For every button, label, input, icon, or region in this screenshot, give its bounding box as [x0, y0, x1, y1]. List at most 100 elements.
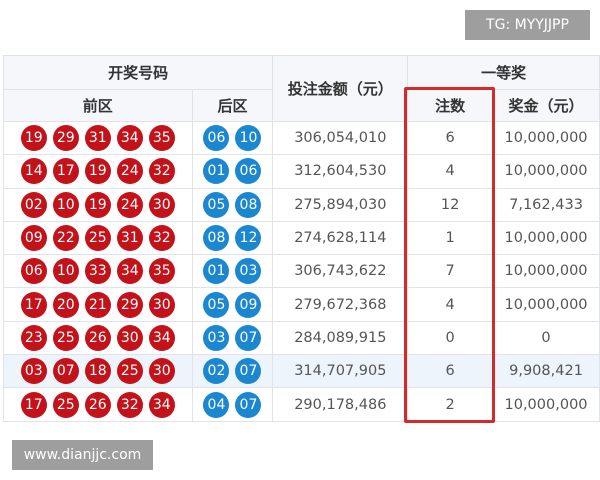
front-ball: 34 [148, 324, 175, 351]
back-ball: 04 [203, 391, 230, 418]
front-ball: 31 [84, 125, 111, 152]
front-ball: 21 [84, 291, 111, 318]
back-ball: 01 [203, 158, 230, 185]
front-ball: 10 [52, 258, 79, 285]
header-count: 注数 [407, 89, 494, 122]
front-ball: 32 [148, 225, 175, 252]
prize-amount: 10,000,000 [492, 254, 600, 289]
table-row: 19 29 31 34 35 06 10 306,054,010 6 10,000,000 [3, 120, 600, 156]
prize-amount: 10,000,000 [492, 154, 600, 189]
front-numbers: 14 17 19 24 32 [3, 154, 193, 189]
front-ball: 23 [20, 324, 47, 351]
back-numbers: 05 08 [191, 187, 274, 222]
front-ball: 25 [52, 324, 79, 351]
back-ball: 08 [235, 191, 262, 218]
prize-amount: 10,000,000 [492, 120, 600, 156]
sales-amount: 284,089,915 [272, 320, 409, 356]
back-ball: 07 [235, 358, 262, 385]
table-row: 02 10 19 24 30 05 08 275,894,030 12 7,162,433 [3, 187, 600, 222]
prize-amount: 10,000,000 [492, 287, 600, 322]
front-ball: 25 [52, 391, 79, 418]
front-ball: 29 [52, 125, 79, 152]
front-ball: 32 [116, 391, 143, 418]
back-numbers: 01 03 [191, 254, 274, 289]
prize-amount: 10,000,000 [492, 387, 600, 422]
front-ball: 29 [116, 291, 143, 318]
prize-amount: 10,000,000 [492, 220, 600, 256]
front-numbers: 09 22 25 31 32 [3, 220, 193, 256]
table-row: 17 25 26 32 34 04 07 290,178,486 2 10,000,000 [3, 387, 600, 422]
back-ball: 09 [235, 291, 262, 318]
table-row: 09 22 25 31 32 08 12 274,628,114 1 10,000,000 [3, 220, 600, 256]
winner-count: 4 [407, 154, 494, 189]
table-row: 17 20 21 29 30 05 09 279,672,368 4 10,000,000 [3, 287, 600, 322]
front-ball: 31 [116, 225, 143, 252]
front-ball: 35 [148, 258, 175, 285]
back-ball: 06 [203, 125, 230, 152]
front-ball: 03 [20, 358, 47, 385]
front-ball: 24 [116, 158, 143, 185]
front-numbers: 23 25 26 30 34 [3, 320, 193, 356]
front-ball: 19 [84, 158, 111, 185]
sales-amount: 275,894,030 [272, 187, 409, 222]
winner-count: 6 [407, 120, 494, 156]
winner-count: 2 [407, 387, 494, 422]
front-numbers: 17 25 26 32 34 [3, 387, 193, 422]
front-ball: 20 [52, 291, 79, 318]
table-row: 14 17 19 24 32 01 06 312,604,530 4 10,000,000 [3, 154, 600, 189]
back-ball: 05 [203, 191, 230, 218]
front-ball: 22 [52, 225, 79, 252]
header-back: 后区 [191, 89, 274, 122]
watermark-bottom: www.dianjjc.com [12, 440, 153, 470]
sales-amount: 306,743,622 [272, 254, 409, 289]
front-ball: 06 [20, 258, 47, 285]
winner-count: 4 [407, 287, 494, 322]
back-ball: 06 [235, 158, 262, 185]
back-numbers: 01 06 [191, 154, 274, 189]
front-ball: 25 [116, 358, 143, 385]
back-numbers: 05 09 [191, 287, 274, 322]
front-numbers: 17 20 21 29 30 [3, 287, 193, 322]
front-ball: 30 [116, 324, 143, 351]
front-ball: 17 [52, 158, 79, 185]
front-ball: 17 [20, 291, 47, 318]
watermark-top: TG: MYYJJPP [465, 10, 590, 40]
sales-amount: 274,628,114 [272, 220, 409, 256]
winner-count: 6 [407, 354, 494, 389]
front-numbers: 06 10 33 34 35 [3, 254, 193, 289]
front-ball: 30 [148, 191, 175, 218]
back-numbers: 03 07 [191, 320, 274, 356]
sales-amount: 290,178,486 [272, 387, 409, 422]
back-ball: 10 [235, 125, 262, 152]
front-ball: 24 [116, 191, 143, 218]
front-numbers: 02 10 19 24 30 [3, 187, 193, 222]
front-ball: 34 [116, 258, 143, 285]
prize-amount: 9,908,421 [492, 354, 600, 389]
front-ball: 02 [20, 191, 47, 218]
winner-count: 7 [407, 254, 494, 289]
winner-count: 12 [407, 187, 494, 222]
front-ball: 35 [148, 125, 175, 152]
back-numbers: 04 07 [191, 387, 274, 422]
back-ball: 05 [203, 291, 230, 318]
header-prize: 奖金（元） [492, 89, 600, 122]
front-ball: 30 [148, 358, 175, 385]
front-ball: 09 [20, 225, 47, 252]
sales-amount: 306,054,010 [272, 120, 409, 156]
front-ball: 26 [84, 324, 111, 351]
front-ball: 14 [20, 158, 47, 185]
front-ball: 33 [84, 258, 111, 285]
winner-count: 1 [407, 220, 494, 256]
back-ball: 07 [235, 391, 262, 418]
front-numbers: 03 07 18 25 30 [3, 354, 193, 389]
front-ball: 26 [84, 391, 111, 418]
sales-amount: 314,707,905 [272, 354, 409, 389]
back-numbers: 02 07 [191, 354, 274, 389]
sales-amount: 312,604,530 [272, 154, 409, 189]
front-ball: 34 [148, 391, 175, 418]
front-ball: 25 [84, 225, 111, 252]
back-ball: 03 [235, 258, 262, 285]
table-row: 23 25 26 30 34 03 07 284,089,915 0 0 [3, 320, 600, 356]
back-ball: 03 [203, 324, 230, 351]
winner-count: 0 [407, 320, 494, 356]
